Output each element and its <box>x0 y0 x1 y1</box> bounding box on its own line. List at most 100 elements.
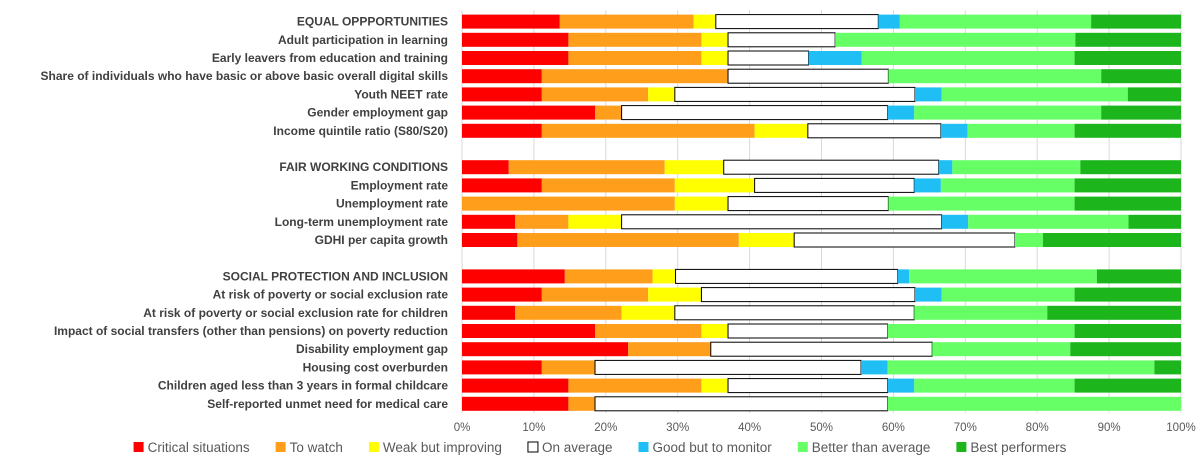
category-label: Adult participation in learning <box>278 33 448 47</box>
bar-segment <box>1096 269 1181 284</box>
legend-item: Best performers <box>956 440 1067 455</box>
bar-segment <box>541 360 596 375</box>
bar-segment <box>462 105 596 120</box>
bar-segment <box>1074 378 1181 393</box>
bar-segment <box>462 287 542 302</box>
x-tick-label: 90% <box>1098 422 1121 434</box>
bar-segment <box>462 305 516 320</box>
bar-segment <box>932 342 1071 357</box>
category-label: Youth NEET rate <box>354 87 448 101</box>
legend-swatch <box>797 442 808 452</box>
legend-swatch <box>368 442 379 452</box>
category-label: Share of individuals who have basic or a… <box>41 69 449 83</box>
bar-segment <box>1047 305 1181 320</box>
bar-segment <box>508 160 665 175</box>
x-tick-label: 50% <box>810 422 833 434</box>
x-axis-ticks: 0% 10% 20% 30% 40% 50% 60% 70% 80% 90% 100% <box>454 422 1196 434</box>
bar-segment <box>693 14 716 29</box>
bar-segment <box>648 87 675 102</box>
bar-segment <box>541 123 755 138</box>
bar-segment <box>1074 196 1181 211</box>
category-label: EQUAL OPPPORTUNITIES <box>297 15 448 29</box>
legend-label: Critical situations <box>148 440 250 455</box>
category-label: Impact of social transfers (other than p… <box>54 324 448 338</box>
bar-segment <box>1074 51 1181 65</box>
bar-segment <box>941 287 1075 302</box>
legend-swatch <box>527 441 539 453</box>
bar-segment <box>1101 105 1181 120</box>
category-label: FAIR WORKING CONDITIONS <box>279 160 448 174</box>
bar-segment <box>941 87 1128 102</box>
bar-segment <box>462 14 560 29</box>
bar-segment <box>1101 69 1181 84</box>
bar-segment <box>878 14 900 29</box>
bar-segment <box>899 14 1092 29</box>
bar-segment <box>888 196 1075 211</box>
legend-item: Good but to monitor <box>638 440 772 455</box>
bar-segment <box>1074 123 1181 138</box>
bar-segment <box>621 305 675 320</box>
x-tick-label: 10% <box>522 422 545 434</box>
bar-segment <box>1014 233 1043 247</box>
category-label: At risk of poverty or social exclusion r… <box>143 306 448 320</box>
bar-segment <box>887 360 1155 375</box>
bar-segment <box>515 305 622 320</box>
bar-segment <box>861 360 888 375</box>
bar-segment <box>887 105 915 120</box>
x-tick-label: 100% <box>1166 422 1195 434</box>
legend-label: Weak but improving <box>383 440 502 455</box>
bar-segment <box>1154 360 1181 375</box>
bar-segment <box>517 233 739 247</box>
bar-segment <box>541 178 675 193</box>
bar-segment <box>594 359 862 375</box>
bar-segment <box>701 32 729 47</box>
bar-segment <box>648 287 702 302</box>
bar-segment <box>568 214 622 229</box>
bar-segment <box>1091 14 1181 29</box>
legend-label: Good but to monitor <box>652 440 772 455</box>
bar-segment <box>1042 233 1181 247</box>
legend-label: Best performers <box>970 440 1066 455</box>
bar-segment <box>909 269 1097 284</box>
bar-segment <box>701 324 729 338</box>
bar-segment <box>541 287 649 302</box>
legend-item: Weak but improving <box>368 440 502 455</box>
legend-swatch <box>956 442 967 452</box>
bar-segment <box>738 233 795 247</box>
category-label: SOCIAL PROTECTION AND INCLUSION <box>223 269 448 283</box>
category-label: Early leavers from education and trainin… <box>212 51 448 65</box>
bar-segment <box>700 287 916 303</box>
category-label: Long-term unemployment rate <box>275 215 449 229</box>
bar-segment <box>940 123 968 138</box>
bar-segment <box>727 32 836 48</box>
bar-segment <box>914 287 942 302</box>
bar-segment <box>1070 342 1181 357</box>
bars <box>462 14 1181 412</box>
x-tick-label: 70% <box>954 422 977 434</box>
bar-segment <box>835 32 1076 47</box>
bar-segment <box>568 378 702 393</box>
bar-segment <box>628 342 711 357</box>
bar-segment <box>462 69 542 84</box>
bar-segment <box>914 105 1102 120</box>
bar-segment <box>674 86 916 102</box>
bar-segment <box>462 32 569 47</box>
bar-segment <box>888 69 1102 84</box>
bar-segment <box>887 324 1075 338</box>
bar-segment <box>727 50 810 66</box>
bar-segment <box>674 196 729 211</box>
bar-segment <box>515 214 569 229</box>
x-tick-label: 80% <box>1026 422 1049 434</box>
bar-segment <box>1074 287 1181 302</box>
category-label: Disability employment gap <box>296 342 448 356</box>
bar-segment <box>674 305 915 321</box>
bar-segment <box>727 196 889 212</box>
bar-segment <box>462 178 542 193</box>
category-label: Gender employment gap <box>307 106 448 120</box>
bar-segment <box>462 324 596 338</box>
legend-label: To watch <box>290 440 343 455</box>
category-label: Employment rate <box>351 178 449 192</box>
bar-segment <box>968 214 1129 229</box>
bar-segment <box>462 233 518 247</box>
